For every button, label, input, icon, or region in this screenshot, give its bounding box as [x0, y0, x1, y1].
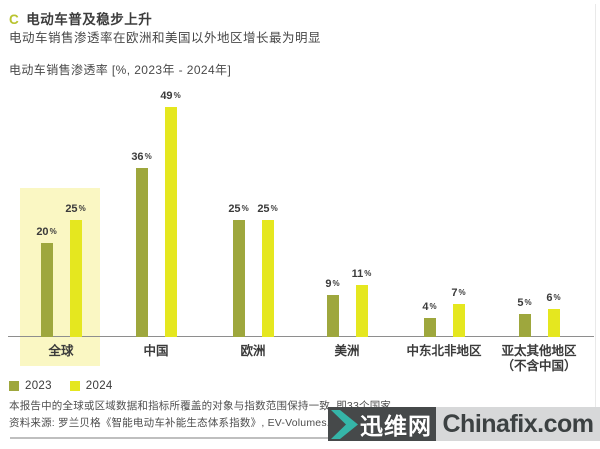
- bar-2024-global: [69, 219, 82, 337]
- category-label-mena: 中东北非地区: [406, 344, 482, 358]
- bar-2024-apac-other: [547, 308, 560, 337]
- value-label-2024-europe: 25%: [257, 202, 278, 215]
- category-label-apac-other: 亚太其他地区 （不含中国）: [501, 344, 577, 373]
- bar-2023-global: [40, 243, 53, 337]
- value-label-2024-china: 49%: [160, 89, 181, 102]
- bar-2023-europe: [232, 219, 245, 337]
- watermark-domain: Chinafix.com: [442, 409, 594, 438]
- watermark-domain-box: Chinafix.com: [436, 407, 600, 441]
- legend-item-2024: 2024: [69, 380, 113, 392]
- category-label-europe: 欧洲: [240, 344, 266, 358]
- bar-2024-europe: [261, 219, 274, 337]
- page-title: C 电动车普及稳步上升: [9, 8, 152, 28]
- watermark: 迅维网 Chinafix.com: [328, 407, 600, 441]
- section-marker: C: [9, 12, 20, 27]
- bar-2024-americas: [355, 285, 368, 337]
- value-label-2024-global: 25%: [65, 202, 86, 215]
- value-label-2024-mena: 7%: [451, 287, 466, 300]
- bottom-divider: [10, 437, 594, 439]
- bar-2023-mena: [423, 318, 436, 337]
- title-text: 电动车普及稳步上升: [26, 12, 153, 27]
- legend-swatch-2023: [9, 381, 19, 391]
- value-label-2023-apac-other: 5%: [517, 296, 532, 309]
- legend-label-2024: 2024: [85, 380, 113, 392]
- value-label-2024-apac-other: 6%: [546, 291, 561, 304]
- value-label-2023-global: 20%: [36, 226, 57, 238]
- watermark-logo-box: 迅维网: [328, 407, 436, 441]
- category-label-global: 全球: [48, 344, 74, 358]
- value-label-2023-mena: 4%: [422, 301, 437, 314]
- highlight-global-group: [20, 188, 100, 366]
- x-axis-line: [8, 336, 594, 338]
- bar-2023-americas: [326, 294, 339, 337]
- value-label-2024-americas: 11%: [351, 268, 372, 281]
- value-label-2023-europe: 25%: [228, 202, 249, 215]
- legend-label-2023: 2023: [25, 380, 52, 392]
- watermark-cn-name: 迅维网: [360, 413, 432, 439]
- chevron-right-icon: [331, 409, 358, 439]
- footnote-coverage: 本报告中的全球或区域数据和指标所覆盖的对象与指数范围保持一致, 即33个国家: [9, 400, 392, 412]
- legend: 2023 2024: [9, 380, 113, 392]
- legend-item-2023: 2023: [9, 380, 52, 392]
- bar-2024-mena: [452, 304, 465, 337]
- page-right-edge: [594, 4, 596, 440]
- category-label-americas: 美洲: [334, 344, 360, 358]
- chart-axis-title: 电动车销售渗透率 [%, 2023年 - 2024年]: [9, 63, 232, 77]
- bar-2024-china: [164, 106, 177, 337]
- footnote-source: 资料来源: 罗兰贝格《智能电动车补能生态体系指数》, EV-Volumes.co…: [9, 417, 407, 429]
- bar-2023-china: [135, 167, 148, 337]
- page-subtitle: 电动车销售渗透率在欧洲和美国以外地区增长最为明显: [9, 31, 322, 45]
- value-label-2023-china: 36%: [131, 150, 152, 163]
- value-label-2023-americas: 9%: [325, 277, 340, 290]
- bar-2023-apac-other: [518, 313, 531, 337]
- category-label-china: 中国: [143, 344, 169, 358]
- legend-swatch-2024: [69, 381, 80, 391]
